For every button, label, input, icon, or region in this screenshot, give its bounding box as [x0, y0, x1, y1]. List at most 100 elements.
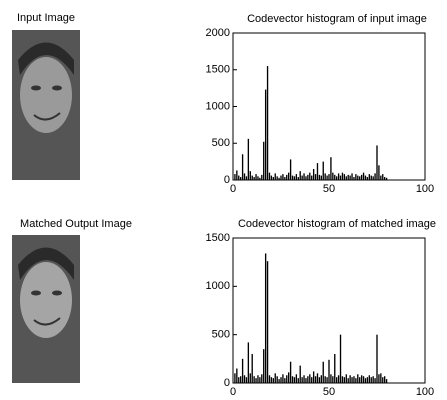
- input-image: [12, 30, 80, 180]
- bar: [291, 376, 294, 383]
- bar: [360, 375, 363, 383]
- bar: [328, 359, 330, 383]
- bar: [259, 377, 261, 383]
- bar: [297, 177, 299, 180]
- bar: [326, 175, 328, 180]
- bar: [253, 177, 255, 180]
- bar: [299, 365, 301, 383]
- image-title: Matched Output Image: [20, 218, 132, 230]
- bar: [353, 177, 355, 180]
- image-title: Input Image: [17, 12, 75, 24]
- bar: [270, 175, 273, 180]
- bar: [307, 174, 309, 180]
- bar: [312, 168, 315, 180]
- bar: [345, 176, 347, 180]
- bar: [259, 177, 261, 180]
- bar: [341, 172, 344, 180]
- bar: [280, 377, 282, 383]
- bar: [372, 376, 374, 383]
- bar: [253, 376, 255, 383]
- bar: [351, 173, 353, 180]
- bar: [305, 378, 307, 383]
- bar: [243, 173, 246, 180]
- y-tick-label: 500: [212, 137, 230, 149]
- bar: [360, 174, 363, 180]
- chart-title: Codevector histogram of matched image: [238, 218, 436, 230]
- bar: [251, 354, 253, 383]
- bar: [297, 378, 299, 383]
- chart-title: Codevector histogram of input image: [247, 13, 427, 25]
- bar: [263, 141, 265, 180]
- bar: [261, 174, 263, 180]
- x-tick-label: 50: [323, 183, 335, 195]
- bar: [370, 377, 372, 383]
- bar: [349, 175, 351, 180]
- bar: [362, 376, 365, 383]
- bar: [241, 154, 244, 180]
- bar: [293, 377, 296, 383]
- bar: [353, 376, 355, 383]
- bar: [380, 373, 382, 383]
- bar: [263, 349, 265, 383]
- bar: [316, 163, 319, 180]
- output-image: [12, 235, 80, 383]
- bar: [286, 174, 288, 180]
- bar: [238, 175, 240, 180]
- bar: [240, 177, 242, 180]
- bar: [243, 375, 246, 383]
- bar: [274, 373, 276, 383]
- bar: [311, 377, 313, 383]
- y-tick-label: 0: [224, 377, 230, 389]
- bar: [264, 253, 267, 383]
- bar: [247, 138, 250, 180]
- bar: [276, 176, 278, 180]
- bar: [370, 175, 372, 180]
- bar: [368, 375, 370, 383]
- bar: [318, 174, 321, 180]
- bar: [343, 174, 346, 180]
- bar: [374, 173, 376, 180]
- bar: [255, 378, 257, 383]
- bar: [347, 378, 349, 383]
- bar: [334, 174, 336, 180]
- bar: [301, 377, 303, 383]
- bar: [378, 374, 380, 383]
- bar: [284, 177, 286, 180]
- bar: [314, 376, 317, 383]
- bar: [330, 374, 332, 383]
- bar: [334, 354, 336, 383]
- bar: [314, 174, 317, 180]
- bar: [351, 377, 353, 383]
- bar: [366, 177, 369, 180]
- bar: [364, 378, 367, 383]
- bar: [238, 377, 240, 383]
- bar: [270, 377, 273, 383]
- bar: [289, 361, 292, 383]
- bar: [280, 175, 282, 180]
- bar: [305, 176, 307, 180]
- bar: [251, 175, 253, 180]
- bar: [245, 377, 248, 383]
- bar: [311, 175, 313, 180]
- bar: [336, 176, 338, 180]
- bar: [341, 376, 344, 383]
- bar: [378, 165, 380, 180]
- y-tick-label: 1500: [206, 64, 230, 76]
- bar: [293, 176, 296, 180]
- bar: [255, 174, 257, 180]
- bar: [272, 177, 274, 180]
- bar: [364, 175, 367, 180]
- bar: [326, 377, 328, 383]
- bar: [318, 377, 321, 383]
- bar: [240, 376, 242, 383]
- bar: [384, 376, 386, 383]
- bar: [282, 174, 284, 180]
- bar: [347, 174, 349, 180]
- bar: [268, 172, 271, 180]
- y-tick-label: 1500: [206, 232, 230, 244]
- bar: [376, 334, 378, 383]
- bar: [295, 374, 298, 383]
- x-tick-label: 50: [323, 386, 335, 398]
- bar: [245, 176, 248, 180]
